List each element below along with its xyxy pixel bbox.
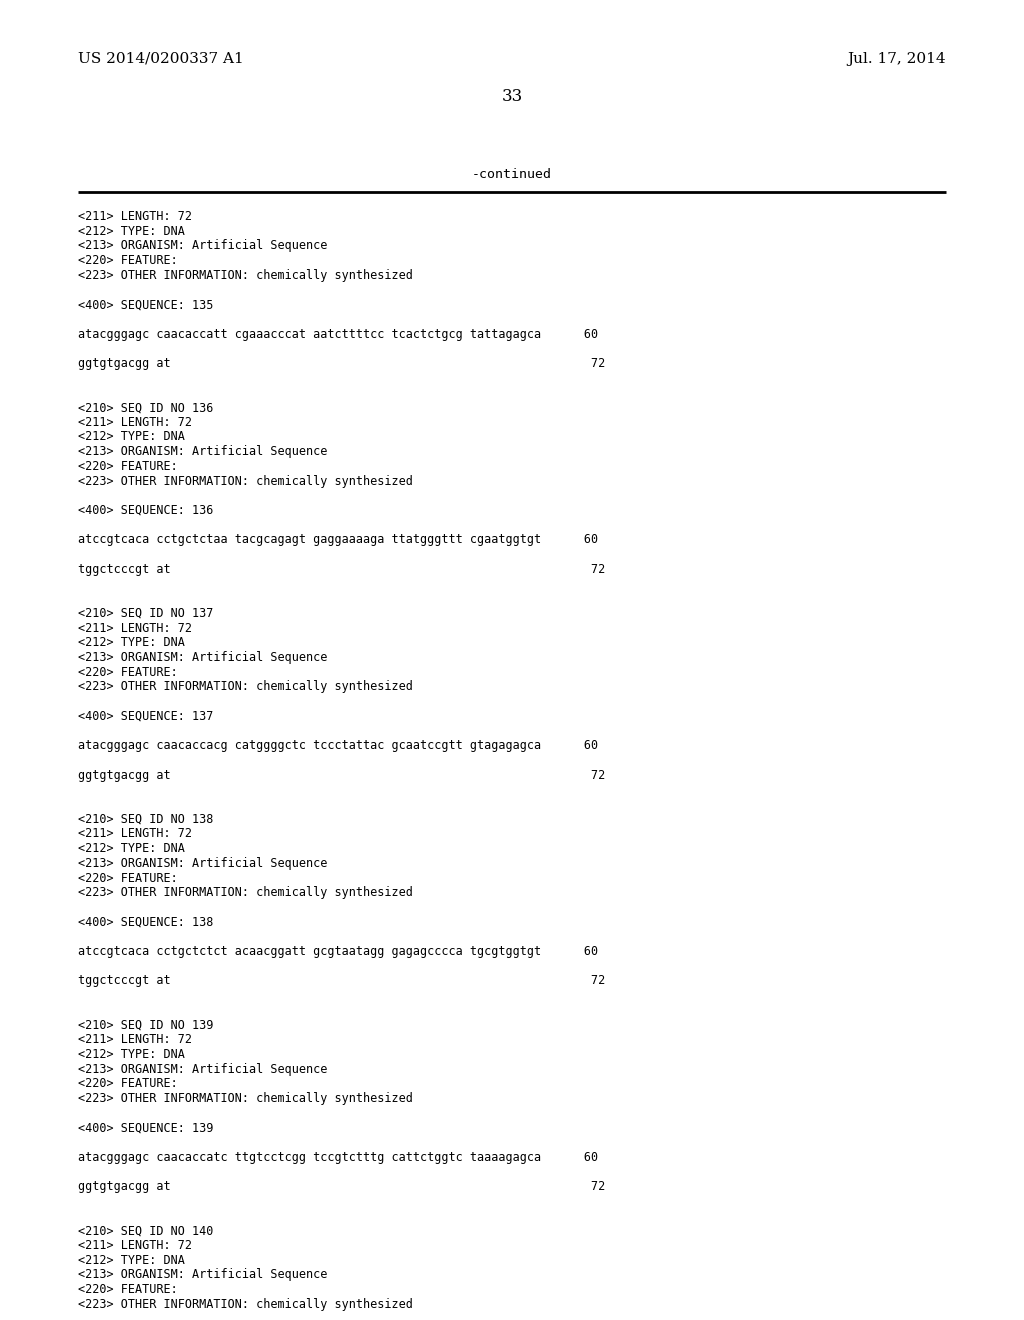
- Text: <213> ORGANISM: Artificial Sequence: <213> ORGANISM: Artificial Sequence: [78, 857, 328, 870]
- Text: <220> FEATURE:: <220> FEATURE:: [78, 1283, 177, 1296]
- Text: atacgggagc caacaccacg catggggctc tccctattac gcaatccgtt gtagagagca      60: atacgggagc caacaccacg catggggctc tccctat…: [78, 739, 598, 752]
- Text: atacgggagc caacaccatc ttgtcctcgg tccgtctttg cattctggtc taaaagagca      60: atacgggagc caacaccatc ttgtcctcgg tccgtct…: [78, 1151, 598, 1164]
- Text: <211> LENGTH: 72: <211> LENGTH: 72: [78, 416, 191, 429]
- Text: <220> FEATURE:: <220> FEATURE:: [78, 459, 177, 473]
- Text: <223> OTHER INFORMATION: chemically synthesized: <223> OTHER INFORMATION: chemically synt…: [78, 680, 413, 693]
- Text: <211> LENGTH: 72: <211> LENGTH: 72: [78, 622, 191, 635]
- Text: ggtgtgacgg at                                                           72: ggtgtgacgg at 72: [78, 1180, 605, 1193]
- Text: <213> ORGANISM: Artificial Sequence: <213> ORGANISM: Artificial Sequence: [78, 1269, 328, 1282]
- Text: ggtgtgacgg at                                                           72: ggtgtgacgg at 72: [78, 356, 605, 370]
- Text: <213> ORGANISM: Artificial Sequence: <213> ORGANISM: Artificial Sequence: [78, 239, 328, 252]
- Text: <400> SEQUENCE: 139: <400> SEQUENCE: 139: [78, 1122, 213, 1134]
- Text: -continued: -continued: [472, 168, 552, 181]
- Text: US 2014/0200337 A1: US 2014/0200337 A1: [78, 51, 244, 66]
- Text: <212> TYPE: DNA: <212> TYPE: DNA: [78, 1048, 184, 1061]
- Text: <223> OTHER INFORMATION: chemically synthesized: <223> OTHER INFORMATION: chemically synt…: [78, 886, 413, 899]
- Text: <212> TYPE: DNA: <212> TYPE: DNA: [78, 842, 184, 855]
- Text: <223> OTHER INFORMATION: chemically synthesized: <223> OTHER INFORMATION: chemically synt…: [78, 1092, 413, 1105]
- Text: <223> OTHER INFORMATION: chemically synthesized: <223> OTHER INFORMATION: chemically synt…: [78, 1298, 413, 1311]
- Text: <400> SEQUENCE: 135: <400> SEQUENCE: 135: [78, 298, 213, 312]
- Text: <223> OTHER INFORMATION: chemically synthesized: <223> OTHER INFORMATION: chemically synt…: [78, 475, 413, 487]
- Text: 33: 33: [502, 88, 522, 106]
- Text: <210> SEQ ID NO 139: <210> SEQ ID NO 139: [78, 1019, 213, 1031]
- Text: tggctcccgt at                                                           72: tggctcccgt at 72: [78, 974, 605, 987]
- Text: <223> OTHER INFORMATION: chemically synthesized: <223> OTHER INFORMATION: chemically synt…: [78, 269, 413, 281]
- Text: <212> TYPE: DNA: <212> TYPE: DNA: [78, 430, 184, 444]
- Text: <212> TYPE: DNA: <212> TYPE: DNA: [78, 1254, 184, 1267]
- Text: tggctcccgt at                                                           72: tggctcccgt at 72: [78, 562, 605, 576]
- Text: <210> SEQ ID NO 136: <210> SEQ ID NO 136: [78, 401, 213, 414]
- Text: atccgtcaca cctgctctct acaacggatt gcgtaatagg gagagcccca tgcgtggtgt      60: atccgtcaca cctgctctct acaacggatt gcgtaat…: [78, 945, 598, 958]
- Text: <213> ORGANISM: Artificial Sequence: <213> ORGANISM: Artificial Sequence: [78, 445, 328, 458]
- Text: <210> SEQ ID NO 140: <210> SEQ ID NO 140: [78, 1225, 213, 1237]
- Text: <211> LENGTH: 72: <211> LENGTH: 72: [78, 828, 191, 841]
- Text: <400> SEQUENCE: 138: <400> SEQUENCE: 138: [78, 916, 213, 928]
- Text: <213> ORGANISM: Artificial Sequence: <213> ORGANISM: Artificial Sequence: [78, 1063, 328, 1076]
- Text: <220> FEATURE:: <220> FEATURE:: [78, 871, 177, 884]
- Text: <211> LENGTH: 72: <211> LENGTH: 72: [78, 1034, 191, 1047]
- Text: <210> SEQ ID NO 137: <210> SEQ ID NO 137: [78, 607, 213, 620]
- Text: <220> FEATURE:: <220> FEATURE:: [78, 665, 177, 678]
- Text: <212> TYPE: DNA: <212> TYPE: DNA: [78, 636, 184, 649]
- Text: <220> FEATURE:: <220> FEATURE:: [78, 253, 177, 267]
- Text: <211> LENGTH: 72: <211> LENGTH: 72: [78, 1239, 191, 1251]
- Text: <213> ORGANISM: Artificial Sequence: <213> ORGANISM: Artificial Sequence: [78, 651, 328, 664]
- Text: <400> SEQUENCE: 136: <400> SEQUENCE: 136: [78, 504, 213, 517]
- Text: <210> SEQ ID NO 138: <210> SEQ ID NO 138: [78, 813, 213, 826]
- Text: Jul. 17, 2014: Jul. 17, 2014: [848, 51, 946, 66]
- Text: atacgggagc caacaccatt cgaaacccat aatcttttcc tcactctgcg tattagagca      60: atacgggagc caacaccatt cgaaacccat aatcttt…: [78, 327, 598, 341]
- Text: atccgtcaca cctgctctaa tacgcagagt gaggaaaaga ttatgggttt cgaatggtgt      60: atccgtcaca cctgctctaa tacgcagagt gaggaaa…: [78, 533, 598, 546]
- Text: <211> LENGTH: 72: <211> LENGTH: 72: [78, 210, 191, 223]
- Text: <220> FEATURE:: <220> FEATURE:: [78, 1077, 177, 1090]
- Text: ggtgtgacgg at                                                           72: ggtgtgacgg at 72: [78, 768, 605, 781]
- Text: <400> SEQUENCE: 137: <400> SEQUENCE: 137: [78, 710, 213, 723]
- Text: <212> TYPE: DNA: <212> TYPE: DNA: [78, 224, 184, 238]
